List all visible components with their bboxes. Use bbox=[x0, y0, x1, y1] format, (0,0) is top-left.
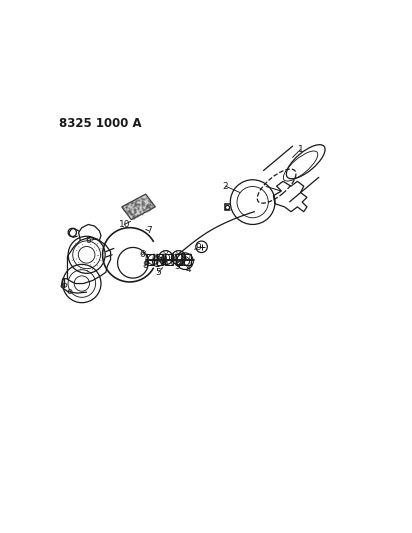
Text: 7: 7 bbox=[146, 227, 152, 236]
Bar bbox=[166, 254, 173, 265]
Text: 5: 5 bbox=[156, 268, 162, 277]
Bar bbox=[176, 254, 183, 265]
Bar bbox=[157, 254, 163, 265]
Text: 1: 1 bbox=[298, 145, 303, 154]
Text: 8325 1000 A: 8325 1000 A bbox=[59, 117, 142, 131]
Bar bbox=[184, 254, 191, 265]
Text: 4: 4 bbox=[186, 265, 192, 273]
Text: 9: 9 bbox=[196, 243, 201, 252]
Text: 6: 6 bbox=[85, 236, 91, 245]
Text: 3: 3 bbox=[175, 262, 180, 271]
Text: 2: 2 bbox=[223, 182, 228, 191]
Text: 3: 3 bbox=[159, 257, 164, 265]
Text: 10: 10 bbox=[119, 220, 130, 229]
Text: 8: 8 bbox=[143, 262, 149, 270]
Bar bbox=[147, 254, 154, 265]
Text: 6: 6 bbox=[140, 251, 145, 259]
Polygon shape bbox=[122, 194, 155, 220]
